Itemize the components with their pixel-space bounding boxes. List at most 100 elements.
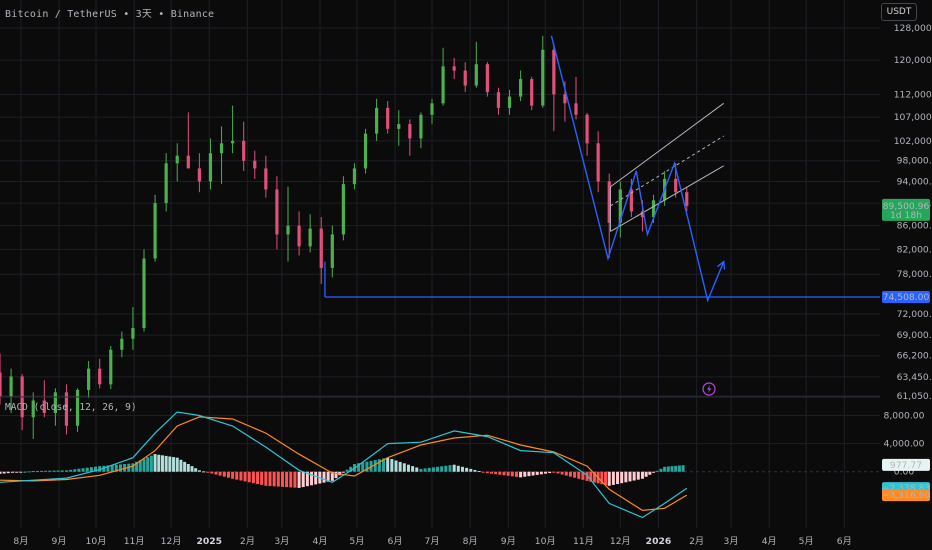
macd-histogram-bar xyxy=(548,471,552,474)
macd-histogram-bar xyxy=(620,471,624,484)
macd-histogram-bar xyxy=(592,471,596,483)
candle-body xyxy=(507,96,512,108)
time-tick-label: 2月 xyxy=(689,536,704,547)
time-tick-label: 2月 xyxy=(240,536,255,547)
macd-histogram-bar xyxy=(243,471,247,482)
macd-histogram-bar xyxy=(153,454,157,472)
macd-histogram-bar xyxy=(168,456,172,472)
macd-histogram-bar xyxy=(390,459,394,472)
macd-histogram-bar xyxy=(280,471,284,487)
macd-histogram-bar xyxy=(568,471,572,477)
price-tick-label: 82,000.00 xyxy=(897,244,932,255)
macd-histogram-bar xyxy=(527,471,531,477)
support-price-badge xyxy=(882,290,930,303)
time-tick-label: 11月 xyxy=(573,536,594,547)
macd-histogram-bar xyxy=(652,471,656,473)
macd-histogram-bar xyxy=(506,471,510,476)
macd-histogram-bar xyxy=(305,471,309,487)
candle-body xyxy=(319,228,323,268)
macd-histogram-bar xyxy=(2,471,6,474)
macd-histogram-bar xyxy=(81,468,85,472)
macd-histogram-bar xyxy=(35,470,39,472)
macd-histogram-bar xyxy=(218,471,222,476)
candle-body xyxy=(0,372,2,397)
candle-body xyxy=(541,49,545,106)
macd-histogram-bar xyxy=(398,461,402,472)
macd-histogram-bar xyxy=(473,469,477,472)
macd-pane xyxy=(0,411,688,519)
macd-histogram-bar xyxy=(423,468,427,472)
price-tick-label: 63,450.00 xyxy=(897,372,932,383)
projection-path[interactable] xyxy=(550,35,725,303)
time-tick-label: 5月 xyxy=(349,536,364,547)
candle-body xyxy=(31,400,35,418)
candle-body xyxy=(386,107,390,129)
current-price-label: 89,500.96 xyxy=(883,201,930,212)
macd-tick-label: 8,000.00 xyxy=(884,410,925,421)
macd-histogram-bar xyxy=(175,457,179,472)
candle-body xyxy=(219,143,224,154)
currency-button[interactable]: USDT xyxy=(881,3,917,21)
macd-histogram-bar xyxy=(293,471,297,488)
macd-histogram-bar xyxy=(494,471,498,475)
price-tick-label: 78,000.00 xyxy=(897,269,932,280)
time-tick-label: 4月 xyxy=(312,536,327,547)
macd-histogram-bar xyxy=(202,471,206,473)
candle-body xyxy=(253,160,257,169)
candle-body xyxy=(674,178,678,193)
macd-histogram-bar xyxy=(210,471,214,474)
price-tick-label: 69,000.00 xyxy=(897,330,932,341)
macd-histogram-bar xyxy=(183,461,187,472)
macd-histogram-bar xyxy=(406,464,410,472)
price-tick-label: 86,000.00 xyxy=(897,221,932,232)
macd-histogram-bar xyxy=(131,463,135,472)
macd-histogram-bar xyxy=(560,471,564,475)
candle-body xyxy=(563,94,567,104)
macd-tick-label: 0.00 xyxy=(894,467,915,478)
macd-histogram-bar xyxy=(577,471,581,479)
macd-histogram-bar xyxy=(341,471,345,473)
macd-histogram-bar xyxy=(314,471,318,485)
drawings[interactable] xyxy=(324,35,880,303)
event-bolt-icon[interactable] xyxy=(702,382,716,396)
candle-body xyxy=(264,168,268,190)
macd-histogram-bar xyxy=(44,470,48,472)
candle-body xyxy=(53,392,57,413)
macd-tick-label: 4,000.00 xyxy=(884,439,925,450)
macd-histogram-bar xyxy=(510,471,514,477)
macd-histogram-bar xyxy=(160,455,164,472)
macd-histogram-bar xyxy=(264,471,268,486)
macd-histogram-bar xyxy=(681,465,685,472)
candle-body xyxy=(651,200,656,218)
candle-body xyxy=(530,79,534,106)
macd-histogram-bar xyxy=(289,471,293,488)
channel-upper-line[interactable] xyxy=(610,102,724,188)
candle-body xyxy=(352,168,357,185)
projection-arrowhead[interactable] xyxy=(717,260,726,270)
candle-body xyxy=(607,181,611,223)
macd-histogram-bar xyxy=(535,471,539,475)
time-tick-label: 7月 xyxy=(424,536,439,547)
grid xyxy=(0,0,880,528)
candle-body xyxy=(142,258,146,328)
macd-histogram-bar xyxy=(146,457,150,472)
signal-value-badge xyxy=(882,489,930,502)
macd-histogram-bar xyxy=(310,471,314,486)
candle-body xyxy=(197,168,201,182)
macd-histogram-bar xyxy=(632,471,636,481)
macd-histogram-bar xyxy=(89,467,93,472)
macd-histogram-bar xyxy=(301,471,305,488)
macd-histogram-bar xyxy=(214,471,218,475)
macd-histogram-bar xyxy=(415,467,419,472)
support-price-label: 74,508.00 xyxy=(883,292,930,303)
channel-lower-line[interactable] xyxy=(610,165,724,232)
macd-histogram-bar xyxy=(666,466,670,472)
candle-body xyxy=(474,64,478,86)
macd-histogram-bar xyxy=(477,471,481,473)
macd-histogram-bar xyxy=(256,471,260,485)
macd-histogram-bar xyxy=(222,471,226,477)
channel-mid-line[interactable] xyxy=(610,135,724,207)
macd-histogram-bar xyxy=(640,471,644,479)
time-tick-label: 12月 xyxy=(161,536,182,547)
